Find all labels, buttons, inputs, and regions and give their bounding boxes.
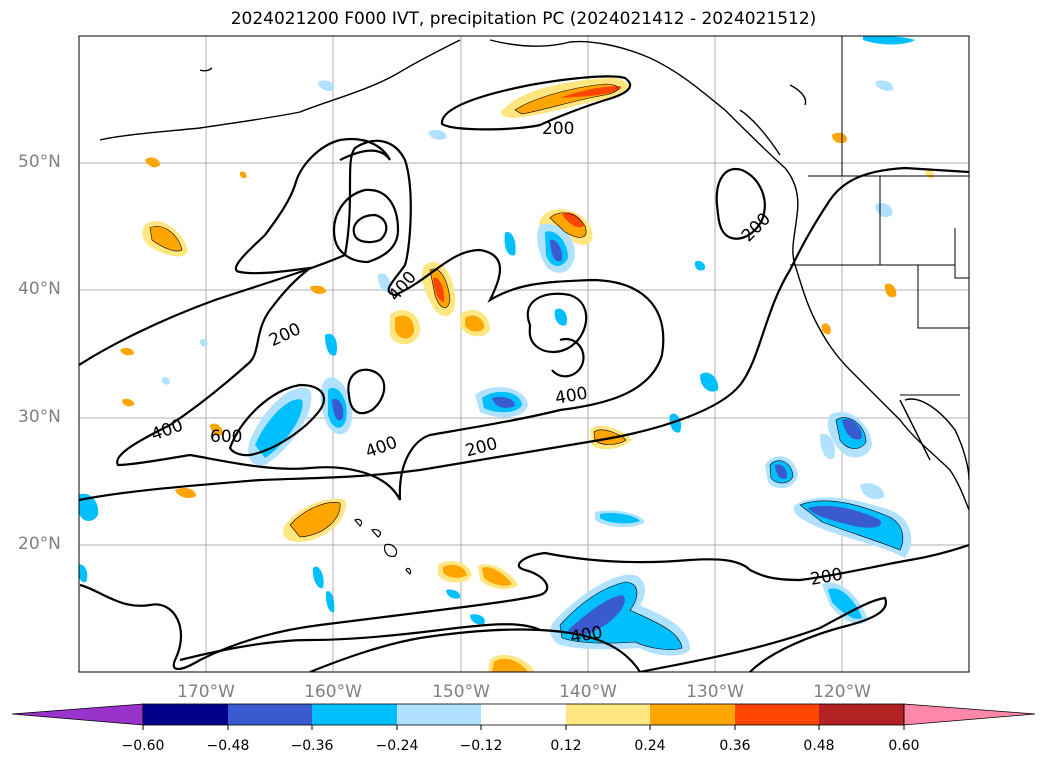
colorbar-tick-label: 0.60 [888, 738, 920, 754]
colorbar-tick-label: 0.12 [550, 738, 582, 754]
colorbar-segment [735, 704, 819, 725]
lon-label-160w: 160°W [304, 682, 362, 702]
contour-label: 600 [210, 427, 242, 447]
map-background [79, 36, 969, 672]
colorbar-extend-high [903, 703, 1036, 726]
coastlines [99, 39, 969, 511]
lon-label-120w: 120°W [813, 682, 871, 702]
colorbar-tick-label: −0.24 [375, 738, 419, 754]
colorbar-frame [142, 703, 905, 726]
colorbar-tick-label: 0.24 [634, 738, 666, 754]
colorbar-segment [397, 704, 481, 725]
islands [354, 518, 412, 576]
map-frame [78, 35, 970, 673]
colorbar-tick-label: −0.36 [290, 738, 334, 754]
contour-label: 200 [542, 119, 574, 139]
colorbar-segment [819, 704, 904, 725]
colorbar-tick-label: −0.12 [459, 738, 503, 754]
political-borders [790, 36, 969, 396]
lat-label-50n: 50°N [18, 152, 61, 172]
lon-label-170w: 170°W [177, 682, 235, 702]
lat-label-40n: 40°N [18, 279, 61, 299]
colorbar-tick-label: −0.48 [206, 738, 250, 754]
precip-positive-areas [120, 78, 935, 672]
colorbar-tick-label: 0.36 [719, 738, 751, 754]
colorbar-segment [481, 704, 566, 725]
colorbar-extend-low [11, 703, 144, 726]
colorbar-segment [228, 704, 312, 725]
ivt-contours [79, 75, 969, 672]
colorbar-tick-label: 0.48 [803, 738, 835, 754]
map-title: 2024021200 F000 IVT, precipitation PC (2… [230, 9, 817, 29]
colorbar-segment [650, 704, 735, 725]
colorbar [11, 703, 1036, 730]
lon-label-130w: 130°W [686, 682, 744, 702]
lon-label-140w: 140°W [559, 682, 617, 702]
lat-label-30n: 30°N [18, 407, 61, 427]
colorbar-tick-label: −0.60 [121, 738, 165, 754]
colorbar-segment [312, 704, 397, 725]
lon-label-150w: 150°W [432, 682, 490, 702]
colorbar-segment [143, 704, 228, 725]
colorbar-segment [566, 704, 650, 725]
lat-label-20n: 20°N [18, 534, 61, 554]
